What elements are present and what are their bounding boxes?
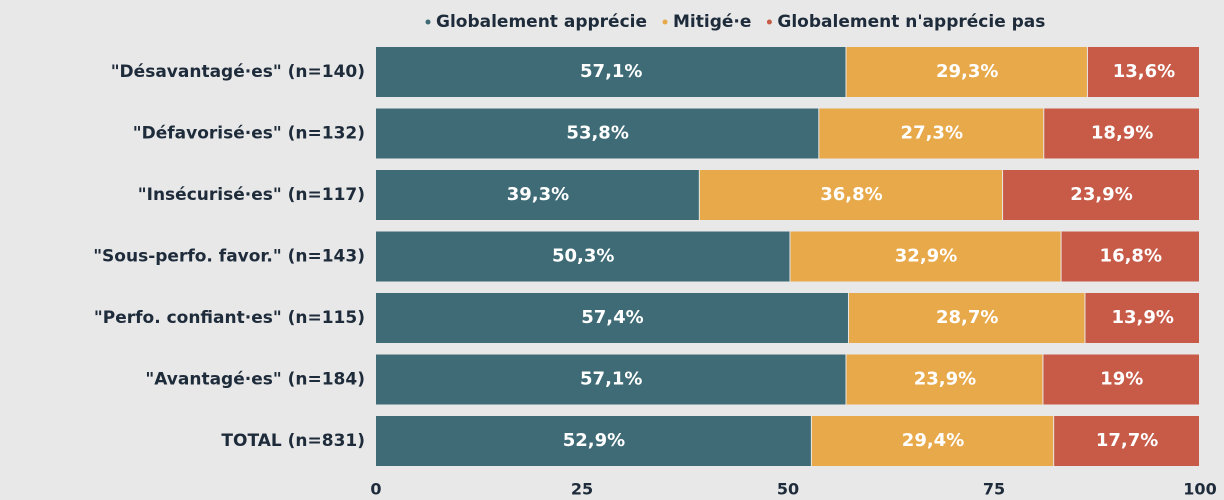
legend-marker <box>766 19 772 25</box>
bar-segment <box>1044 108 1199 159</box>
bar-segment <box>699 170 1003 220</box>
bar-segment <box>1043 354 1199 405</box>
x-tick-label: 100 <box>1183 480 1216 499</box>
value-label: 23,9% <box>914 369 976 390</box>
category-label: "Sous-perfo. favor." (n=143) <box>93 247 365 267</box>
value-label: 57,4% <box>581 307 643 328</box>
legend-marker <box>425 19 431 25</box>
value-label: 28,7% <box>936 307 998 328</box>
category-label: "Avantagé·es" (n=184) <box>145 370 365 390</box>
value-label: 13,9% <box>1112 307 1174 328</box>
value-label: 13,6% <box>1113 61 1175 82</box>
x-tick-label: 0 <box>370 480 381 499</box>
category-label: "Perfo. confiant·es" (n=115) <box>94 308 365 328</box>
bar-segment <box>376 231 790 282</box>
category-label: "Désavantagé·es" (n=140) <box>111 62 365 82</box>
value-label: 36,8% <box>820 184 882 205</box>
bar-segment <box>846 47 1087 97</box>
bar-segment <box>790 231 1061 282</box>
value-label: 18,9% <box>1091 123 1153 144</box>
bar-segment <box>376 293 848 343</box>
bar-segment <box>1054 416 1199 466</box>
value-label: 52,9% <box>563 430 625 451</box>
value-label: 27,3% <box>901 123 963 144</box>
bar-segment <box>376 354 846 405</box>
value-label: 57,1% <box>580 61 642 82</box>
value-label: 32,9% <box>895 246 957 267</box>
value-label: 53,8% <box>566 123 628 144</box>
bar-segment <box>846 354 1043 405</box>
bar-segment <box>1085 293 1199 343</box>
bar-segment <box>376 416 811 466</box>
bar-segment <box>811 416 1054 466</box>
x-tick-label: 75 <box>983 480 1005 499</box>
category-label: "Défavorisé·es" (n=132) <box>133 124 365 144</box>
category-label: "Insécurisé·es" (n=117) <box>138 185 365 205</box>
legend-label: Mitigé·e <box>673 12 751 32</box>
bar-segment <box>1003 170 1199 220</box>
value-label: 29,4% <box>902 430 964 451</box>
bar-segment <box>1061 231 1199 282</box>
bar-segment <box>376 170 699 220</box>
legend-label: Globalement apprécie <box>436 12 647 32</box>
x-tick-label: 50 <box>777 480 799 499</box>
legend-marker <box>662 19 668 25</box>
value-label: 39,3% <box>507 184 569 205</box>
bar-segment <box>1087 47 1199 97</box>
value-label: 50,3% <box>552 246 614 267</box>
category-label: TOTAL (n=831) <box>221 431 365 451</box>
value-label: 23,9% <box>1070 184 1132 205</box>
x-tick-label: 25 <box>571 480 593 499</box>
value-label: 29,3% <box>936 61 998 82</box>
value-label: 17,7% <box>1096 430 1158 451</box>
bar-segment <box>819 108 1044 159</box>
legend-label: Globalement n'apprécie pas <box>777 12 1045 32</box>
bar-segment <box>376 108 819 159</box>
bar-segment <box>848 293 1085 343</box>
value-label: 57,1% <box>580 369 642 390</box>
value-label: 19% <box>1100 369 1143 390</box>
bar-segment <box>376 47 846 97</box>
value-label: 16,8% <box>1100 246 1162 267</box>
